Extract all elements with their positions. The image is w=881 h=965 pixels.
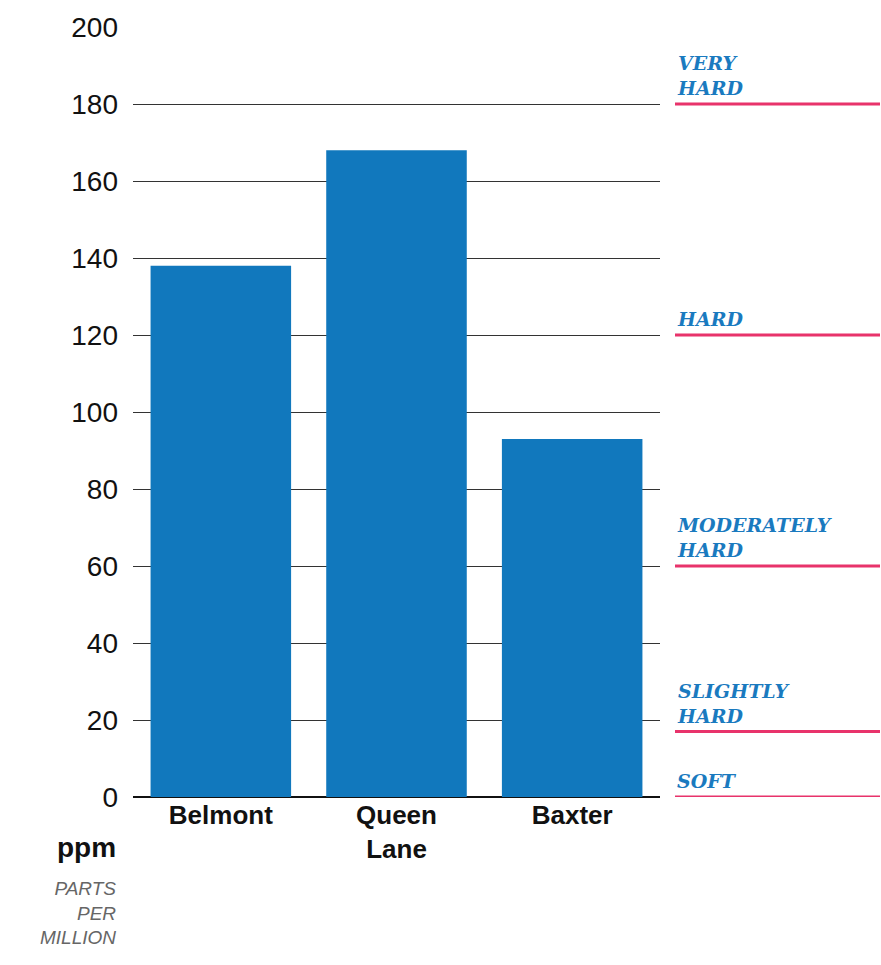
svg-text:Belmont: Belmont [169, 800, 273, 830]
svg-text:VERYHARD: VERYHARD [677, 52, 743, 99]
svg-text:ppm: ppm [57, 832, 116, 863]
svg-text:180: 180 [71, 89, 118, 120]
svg-text:0: 0 [102, 782, 118, 813]
svg-text:100: 100 [71, 397, 118, 428]
svg-text:40: 40 [87, 628, 118, 659]
svg-text:SLIGHTLYHARD: SLIGHTLYHARD [677, 680, 790, 727]
svg-text:MODERATELYHARD: MODERATELYHARD [677, 514, 833, 561]
svg-text:20: 20 [87, 705, 118, 736]
svg-text:140: 140 [71, 243, 118, 274]
svg-text:60: 60 [87, 551, 118, 582]
svg-text:200: 200 [71, 12, 118, 43]
svg-text:PARTSPERMILLION: PARTSPERMILLION [40, 878, 116, 948]
svg-text:120: 120 [71, 320, 118, 351]
svg-text:160: 160 [71, 166, 118, 197]
svg-text:Baxter: Baxter [532, 800, 613, 830]
svg-text:SOFT: SOFT [677, 770, 737, 792]
svg-text:QueenLane: QueenLane [356, 800, 437, 864]
svg-text:80: 80 [87, 474, 118, 505]
svg-text:HARD: HARD [677, 308, 743, 330]
